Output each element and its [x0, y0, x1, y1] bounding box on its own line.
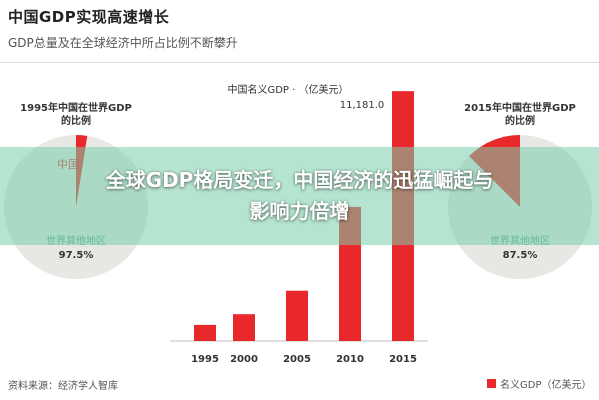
header-divider: [0, 62, 599, 63]
banner-headline: 全球GDP格局变迁，中国经济的迅猛崛起与影响力倍增: [105, 168, 494, 223]
x-tick-label-2005: 2005: [283, 354, 311, 365]
bar-1995: [194, 324, 216, 341]
bar-annotation: 11,181.0: [340, 100, 385, 111]
bar-chart-title: 中国名义GDP · （亿美元）: [227, 83, 348, 96]
x-tick-label-2015: 2015: [389, 354, 417, 365]
pie-2015-title-line1: 2015年中国在世界GDP: [464, 101, 576, 114]
bar-2005: [286, 290, 308, 341]
legend-swatch: [487, 379, 496, 388]
pie-1995-title-line2: 的比例: [61, 114, 91, 127]
pie-2015-rest-value: 87.5%: [503, 250, 538, 261]
x-tick-label-2000: 2000: [230, 354, 258, 365]
x-tick-label-2010: 2010: [336, 354, 364, 365]
pie-1995-title-line1: 1995年中国在世界GDP: [20, 101, 132, 114]
source-note: 资料来源：经济学人智库: [8, 381, 118, 392]
overlay-banner: 全球GDP格局变迁，中国经济的迅猛崛起与影响力倍增: [0, 147, 599, 245]
pie-2015-title-line2: 的比例: [505, 114, 535, 127]
page-subtitle: GDP总量及在全球经济中所占比例不断攀升: [8, 36, 238, 50]
page-title: 中国GDP实现高速增长: [8, 8, 170, 26]
bar-2000: [233, 314, 255, 341]
legend-label: 名义GDP（亿美元）: [500, 380, 592, 391]
pie-1995-rest-value: 97.5%: [59, 250, 94, 261]
x-tick-label-1995: 1995: [191, 354, 219, 365]
chart-legend: 名义GDP（亿美元）: [487, 376, 591, 391]
